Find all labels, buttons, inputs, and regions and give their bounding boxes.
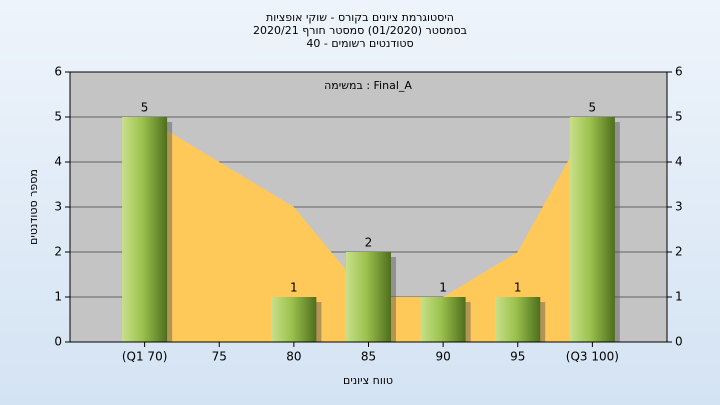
- x-axis-label: טווח ציונים: [343, 374, 393, 387]
- x-tick-label: (Q3 100): [566, 350, 619, 364]
- y-tick-label: 2: [54, 245, 62, 259]
- data-label: 2: [365, 236, 373, 250]
- subtitle: סטודנטים רשומים - 40: [306, 37, 413, 50]
- y-axis-label: מספר סטודנטים: [27, 169, 40, 245]
- bar: [495, 297, 541, 342]
- y2-tick-label: 1: [675, 290, 683, 304]
- data-label: 5: [589, 101, 597, 115]
- data-label: 1: [439, 281, 447, 295]
- x-tick-label: 90: [435, 350, 450, 364]
- y-tick-label: 5: [54, 110, 62, 124]
- y-tick-label: 3: [54, 200, 62, 214]
- bar: [271, 297, 317, 342]
- x-tick-label: 95: [510, 350, 525, 364]
- y-tick-label: 0: [54, 335, 62, 349]
- bar: [569, 117, 615, 342]
- y2-tick-label: 2: [675, 245, 683, 259]
- y2-tick-label: 4: [675, 155, 683, 169]
- bar: [122, 117, 168, 342]
- y-tick-label: 1: [54, 290, 62, 304]
- x-tick-label: 85: [361, 350, 376, 364]
- bar: [420, 297, 466, 342]
- data-label: 5: [141, 101, 149, 115]
- x-tick-label: 75: [212, 350, 227, 364]
- area: [144, 117, 593, 342]
- y-tick-label: 6: [54, 65, 62, 79]
- annotation: Final_A : במשימה: [324, 79, 412, 92]
- y2-tick-label: 5: [675, 110, 683, 124]
- x-tick-label: 80: [286, 350, 301, 364]
- y2-tick-label: 3: [675, 200, 683, 214]
- data-label: 1: [514, 281, 522, 295]
- bar: [346, 252, 391, 342]
- plot-border: [69, 71, 668, 343]
- y2-tick-label: 0: [675, 335, 683, 349]
- data-label: 1: [290, 281, 298, 295]
- y-tick-label: 4: [54, 155, 62, 169]
- x-tick-label: (Q1 70): [122, 350, 168, 364]
- chart-title: היסטוגרמת ציונים בקורס - שוקי אופציות: [266, 11, 454, 24]
- y2-tick-label: 6: [675, 65, 683, 79]
- subtitle: בסמסטר (01/2020) סמסטר חורף 2020/21: [253, 24, 467, 37]
